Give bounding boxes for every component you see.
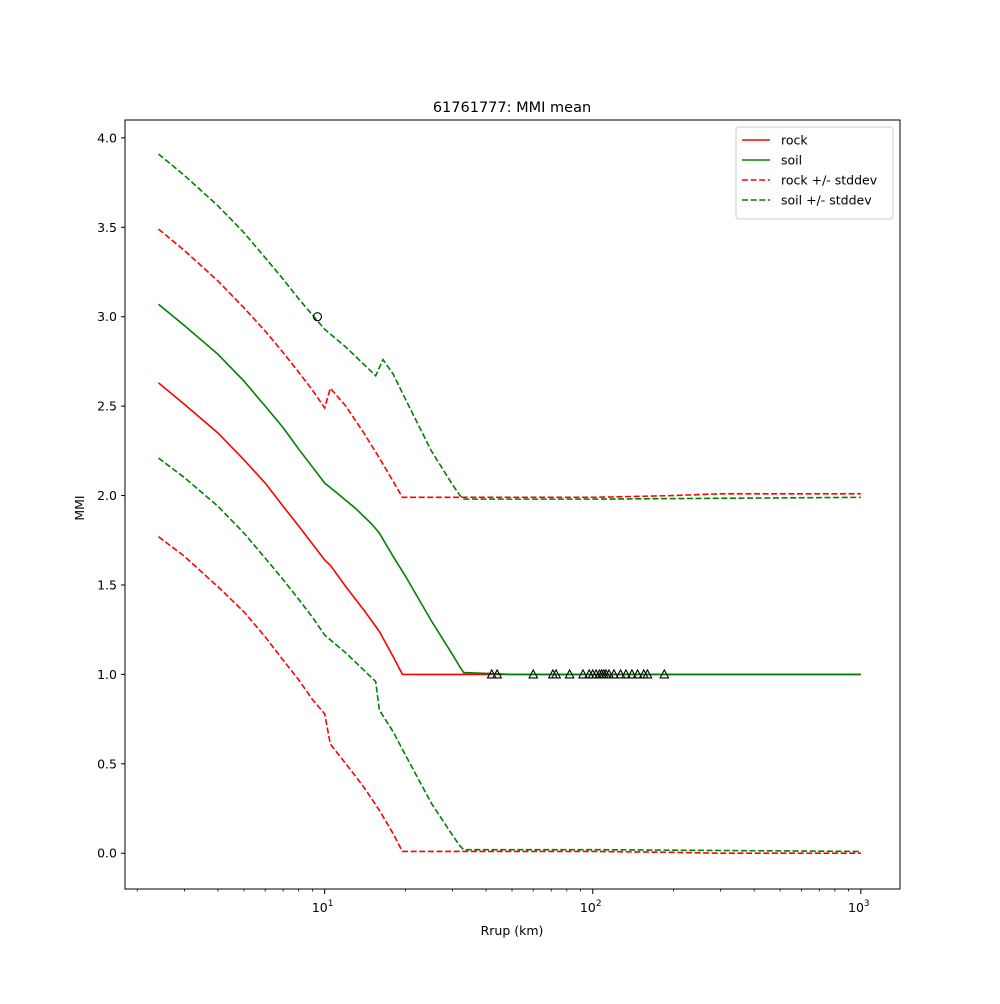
legend-label: soil bbox=[781, 153, 802, 168]
y-axis-label: MMI bbox=[72, 495, 87, 520]
y-tick-label: 2.5 bbox=[97, 399, 117, 414]
marker-triangle bbox=[550, 668, 562, 679]
series-line-3 bbox=[158, 536, 861, 855]
legend-label: rock bbox=[781, 133, 808, 148]
y-tick-label: 0.5 bbox=[97, 756, 117, 771]
series-line-1 bbox=[157, 303, 861, 676]
axes-frame bbox=[124, 119, 901, 890]
legend-label: rock +/- stddev bbox=[781, 173, 878, 188]
marker-triangle bbox=[603, 668, 615, 679]
marker-triangle bbox=[577, 668, 589, 679]
marker-triangle bbox=[659, 668, 670, 679]
legend-label: soil +/- stddev bbox=[781, 193, 872, 208]
series-line-4 bbox=[157, 153, 861, 500]
marker-triangle bbox=[492, 668, 503, 679]
x-tick-label: 103 bbox=[848, 899, 870, 915]
marker-circle bbox=[312, 312, 322, 322]
marker-triangle bbox=[528, 668, 539, 679]
x-axis-label: Rrup (km) bbox=[481, 923, 544, 938]
legend: rock soil rock +/- stddev soil +/- stddev bbox=[735, 126, 894, 220]
axes: 0.0 0.5 1.0 1.5 2.0 2.5 3.0 3.5 4.0 101 102 103 bbox=[97, 119, 901, 915]
series-line-5 bbox=[158, 457, 861, 853]
marker-triangle bbox=[564, 668, 575, 679]
x-tick-label: 101 bbox=[312, 899, 334, 915]
marker-triangle bbox=[626, 668, 638, 679]
x-tick-label: 102 bbox=[580, 899, 602, 915]
marker-triangle bbox=[486, 668, 497, 679]
marker-triangle bbox=[615, 668, 626, 679]
y-tick-label: 1.5 bbox=[97, 577, 117, 592]
marker-triangle bbox=[620, 668, 632, 679]
y-tick-label: 2.0 bbox=[97, 488, 117, 503]
y-tick-label: 0.0 bbox=[97, 846, 117, 861]
y-tick-label: 3.5 bbox=[97, 220, 117, 235]
legend-box bbox=[735, 126, 894, 220]
plot-area bbox=[157, 153, 861, 855]
y-tick-label: 3.0 bbox=[97, 309, 117, 324]
marker-triangle bbox=[608, 668, 620, 679]
marker-triangle bbox=[632, 668, 643, 679]
marker-triangle bbox=[642, 668, 653, 679]
series-line-2 bbox=[157, 228, 861, 499]
chart-title: 61761777: MMI mean bbox=[433, 100, 591, 116]
y-tick-label: 1.0 bbox=[97, 667, 117, 682]
y-tick-label: 4.0 bbox=[97, 130, 117, 145]
